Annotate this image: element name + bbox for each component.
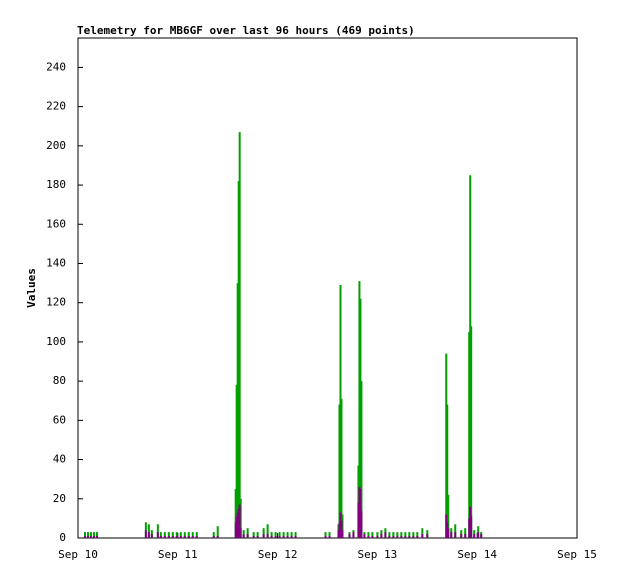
chart-title: Telemetry for MB6GF over last 96 hours (… (77, 24, 415, 37)
y-tick-label: 160 (46, 217, 66, 230)
y-tick-label: 220 (46, 100, 66, 113)
y-tick-label: 120 (46, 296, 66, 309)
y-tick-label: 180 (46, 178, 66, 191)
y-tick-label: 20 (53, 492, 66, 505)
y-tick-label: 0 (59, 531, 66, 544)
x-tick-label: Sep 13 (358, 548, 398, 561)
y-tick-label: 140 (46, 256, 66, 269)
x-tick-label: Sep 14 (457, 548, 497, 561)
y-axis-label: Values (25, 268, 38, 308)
x-tick-label: Sep 10 (58, 548, 98, 561)
y-tick-label: 200 (46, 139, 66, 152)
y-tick-label: 40 (53, 453, 66, 466)
y-tick-label: 240 (46, 60, 66, 73)
y-tick-label: 60 (53, 413, 66, 426)
x-tick-label: Sep 11 (158, 548, 198, 561)
x-tick-label: Sep 12 (258, 548, 298, 561)
x-tick-label: Sep 15 (557, 548, 597, 561)
plot-frame (77, 37, 578, 539)
y-tick-label: 100 (46, 335, 66, 348)
y-tick-label: 80 (53, 374, 66, 387)
